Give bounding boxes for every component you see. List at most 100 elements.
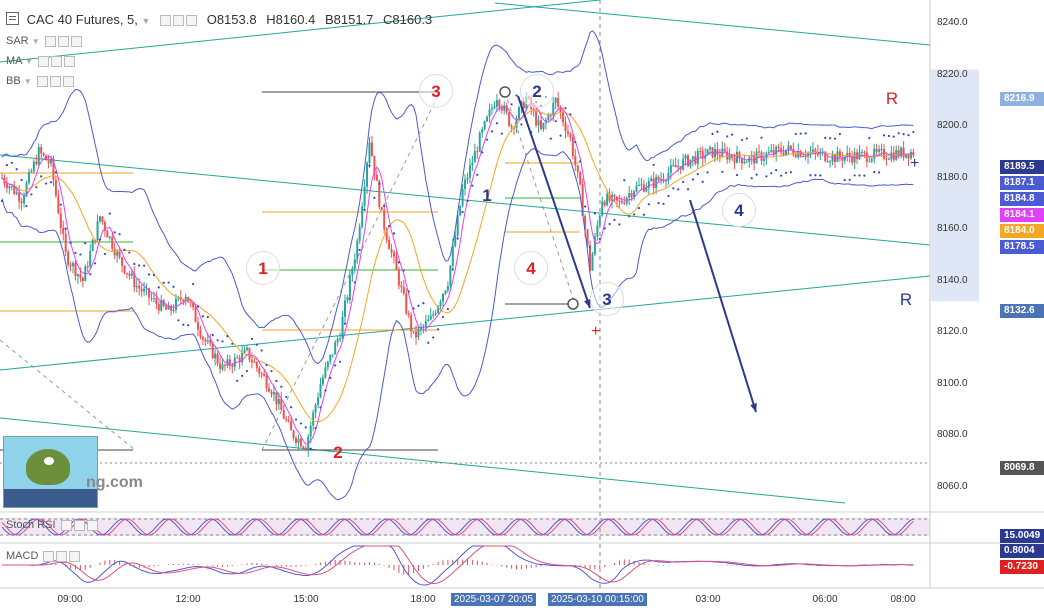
candle-body xyxy=(819,152,822,155)
candle-body xyxy=(851,156,854,163)
indicator-sar[interactable]: SAR ▼ xyxy=(6,35,82,47)
candle-body xyxy=(280,398,283,410)
candle-body xyxy=(493,106,496,109)
candle-body xyxy=(380,207,383,210)
candle-body xyxy=(667,172,670,181)
sar-dot xyxy=(907,134,910,137)
close-icon[interactable] xyxy=(62,75,74,87)
candle-body xyxy=(76,274,79,277)
candle-body xyxy=(69,264,72,267)
candle-body xyxy=(246,347,248,350)
sar-dot xyxy=(897,132,900,135)
symbol-title[interactable]: CAC 40 Futures, 5, xyxy=(26,12,138,27)
stoch-rsi-label[interactable]: Stoch RSI xyxy=(6,519,98,531)
candle-body xyxy=(72,262,75,267)
sar-dot xyxy=(750,177,753,180)
candle-body xyxy=(388,239,391,250)
price-label: 8189.5 xyxy=(1000,160,1044,174)
candle-body xyxy=(684,155,687,159)
candle-body xyxy=(74,262,77,277)
eye-icon[interactable] xyxy=(60,519,72,531)
sar-dot xyxy=(554,120,557,123)
candle-body xyxy=(326,361,329,368)
candle-body xyxy=(397,269,400,286)
close-icon[interactable] xyxy=(70,35,82,47)
macd-title: MACD xyxy=(6,550,39,562)
candle-body xyxy=(451,246,454,266)
eye-icon[interactable] xyxy=(44,35,56,47)
sar-dot xyxy=(677,188,680,191)
fib-line xyxy=(504,91,576,305)
candle-body xyxy=(885,158,888,160)
sar-dot xyxy=(294,418,298,421)
candle-body xyxy=(505,105,508,113)
sar-dot xyxy=(481,151,484,154)
candle-body xyxy=(106,230,109,238)
sar-dot xyxy=(789,171,793,174)
sar-dot xyxy=(123,248,126,251)
candle-body xyxy=(831,154,834,162)
gear-icon[interactable] xyxy=(57,35,69,47)
menu-icon[interactable] xyxy=(6,12,19,25)
candle-body xyxy=(231,365,234,367)
close-icon[interactable] xyxy=(86,519,98,531)
close-icon[interactable] xyxy=(63,55,75,67)
candle-body xyxy=(787,145,790,150)
sar-dot xyxy=(363,208,366,211)
indicator-ma[interactable]: MA ▼ xyxy=(6,55,75,67)
trend-line xyxy=(0,0,601,63)
legend-buttons[interactable] xyxy=(158,12,198,27)
candle-body xyxy=(461,188,464,206)
logo-eye-icon xyxy=(44,457,54,465)
candle-body xyxy=(123,265,126,273)
candle-body xyxy=(373,155,376,175)
sar-dot xyxy=(182,323,185,326)
candle-body xyxy=(317,397,320,405)
candle-body xyxy=(59,213,62,228)
candle-body xyxy=(62,227,65,234)
chevron-down-icon[interactable]: ▼ xyxy=(23,77,32,86)
candle-body xyxy=(907,154,910,159)
gear-icon[interactable] xyxy=(73,519,85,531)
candle-body xyxy=(456,215,459,236)
eye-icon[interactable] xyxy=(37,55,49,67)
close-icon[interactable] xyxy=(69,550,81,562)
candle-body xyxy=(361,206,364,227)
candle-body xyxy=(446,285,449,291)
wave-arrow xyxy=(517,95,591,309)
chevron-down-icon[interactable]: ▼ xyxy=(24,57,33,66)
ohlc-open: O8153.8 xyxy=(206,12,257,27)
indicator-bb[interactable]: BB ▼ xyxy=(6,75,74,87)
sar-dot xyxy=(201,315,204,318)
candle-body xyxy=(662,178,665,181)
gear-icon[interactable] xyxy=(50,55,62,67)
candle-body xyxy=(704,155,707,159)
chevron-down-icon[interactable]: ▼ xyxy=(31,37,40,46)
eye-icon[interactable] xyxy=(43,550,55,562)
sar-dot xyxy=(0,199,4,203)
candle-body xyxy=(860,151,863,153)
candle-body xyxy=(140,288,143,292)
candle-body xyxy=(672,165,675,167)
candle-body xyxy=(101,216,104,222)
candle-body xyxy=(57,195,60,214)
candle-body xyxy=(260,373,263,375)
gear-icon[interactable] xyxy=(56,550,68,562)
candle-body xyxy=(358,226,361,241)
candle-body xyxy=(564,122,567,132)
sar-dot xyxy=(10,161,13,164)
eye-icon[interactable] xyxy=(36,75,48,87)
candle-body xyxy=(174,298,177,310)
macd-label[interactable]: MACD xyxy=(6,550,81,562)
chevron-down-icon[interactable]: ▼ xyxy=(141,16,151,26)
sar-dot xyxy=(157,286,160,289)
candle-body xyxy=(199,329,202,338)
candle-body xyxy=(576,165,579,173)
sar-dot xyxy=(290,406,293,409)
candle-body xyxy=(390,249,393,253)
sar-dot xyxy=(804,132,807,135)
sar-dot xyxy=(74,251,77,254)
gear-icon[interactable] xyxy=(49,75,61,87)
candle-body xyxy=(47,160,50,164)
